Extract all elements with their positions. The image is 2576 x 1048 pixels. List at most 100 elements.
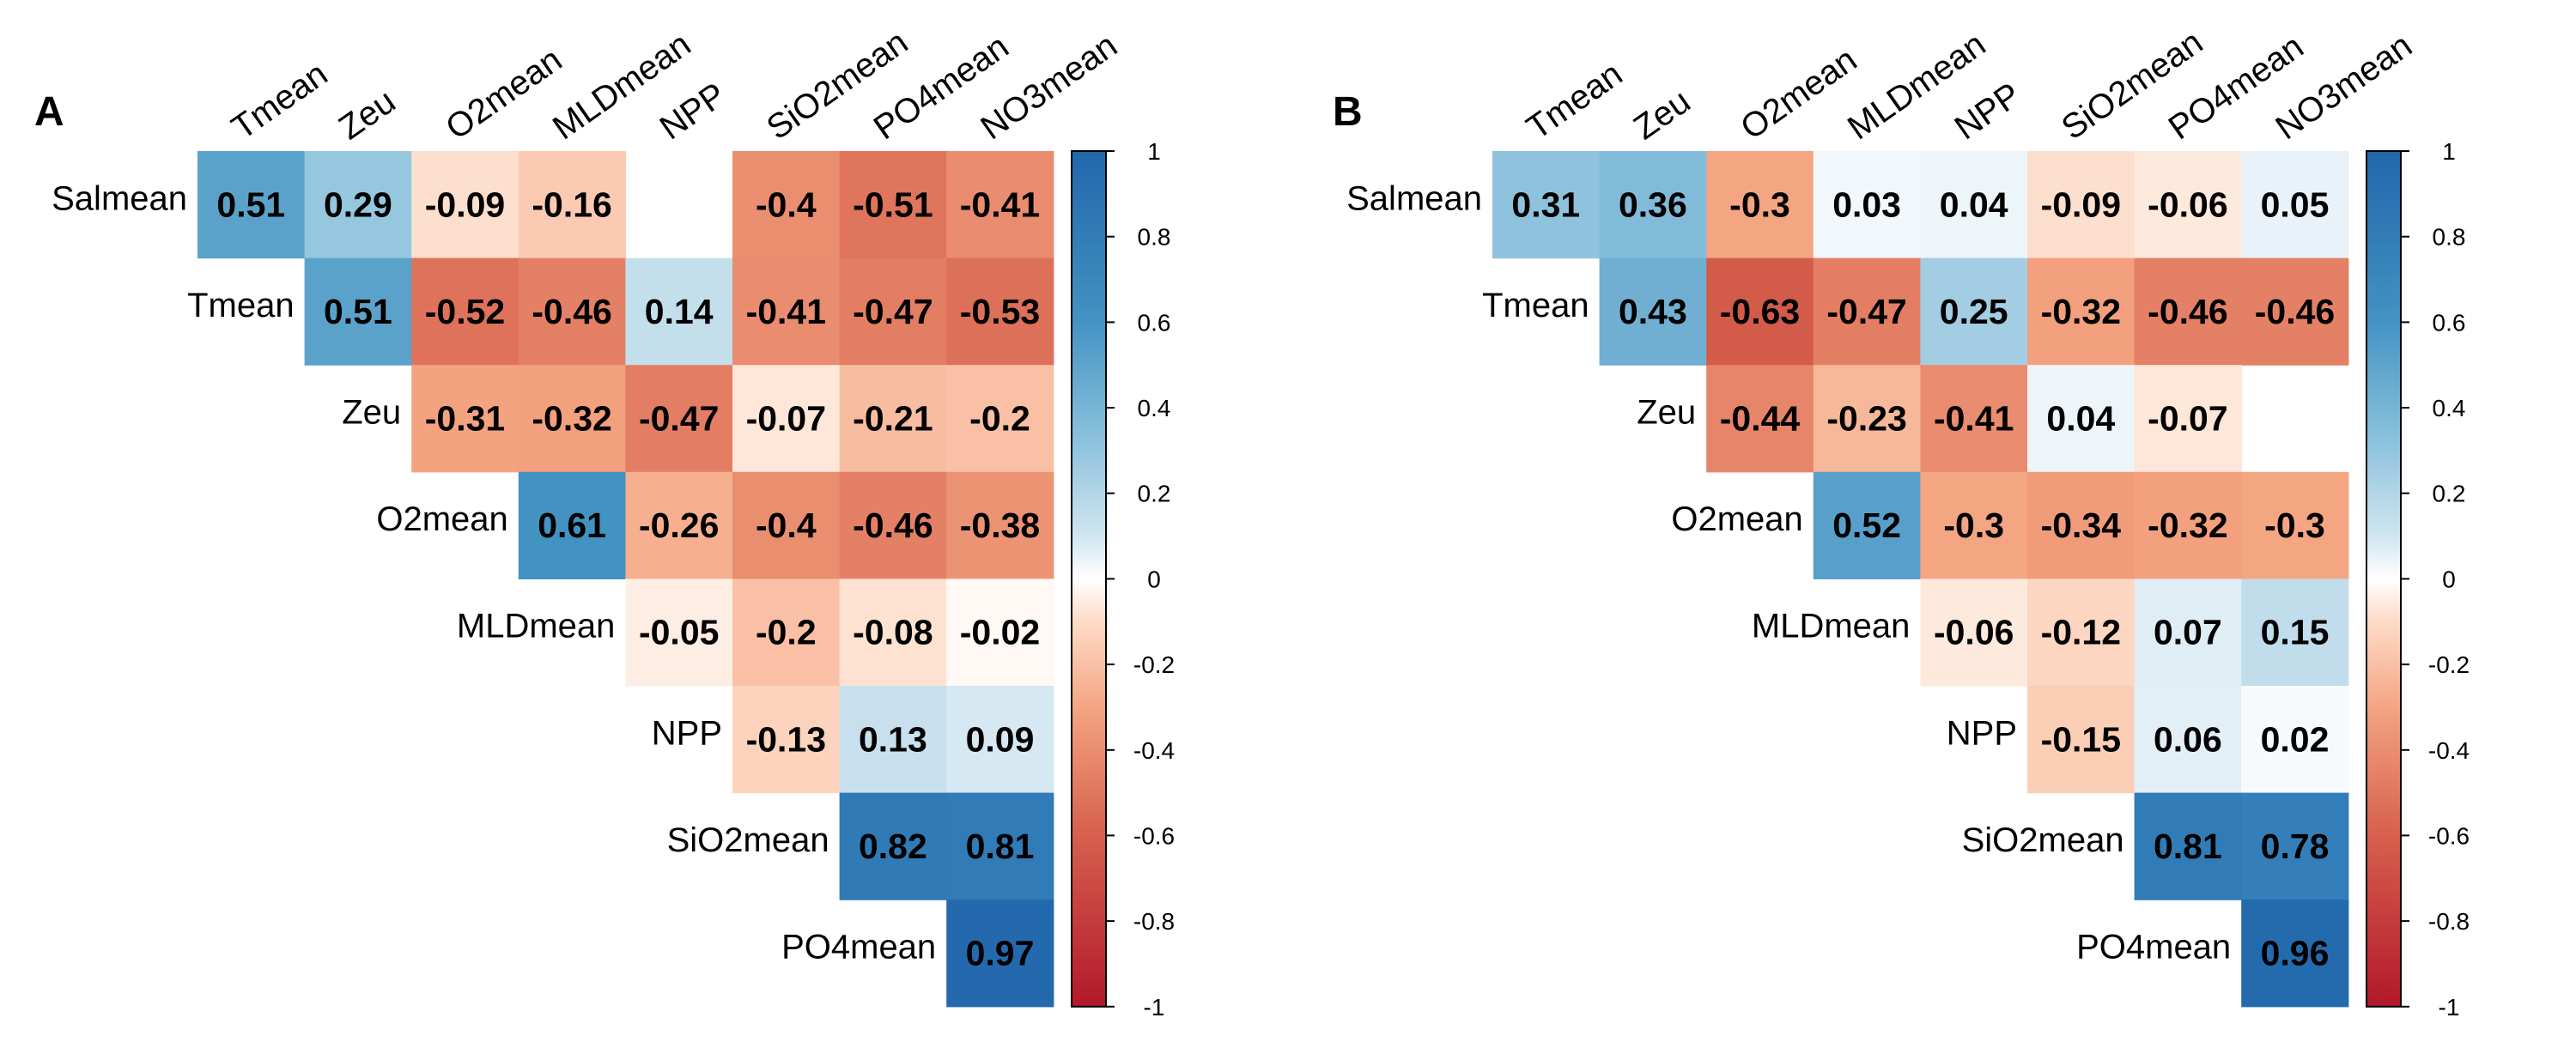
cell-value-label: -0.4 bbox=[756, 506, 817, 545]
cell-value-label: -0.07 bbox=[746, 399, 826, 439]
cell-value-label: -0.38 bbox=[960, 506, 1040, 545]
column-label: Tmean bbox=[225, 55, 334, 147]
column-label: O2mean bbox=[439, 40, 568, 147]
cell-value-label: -0.46 bbox=[532, 292, 611, 331]
panel-a-label: A bbox=[34, 89, 64, 135]
heatmap-cell bbox=[2027, 471, 2136, 579]
column-label: Zeu bbox=[332, 82, 403, 148]
heatmap-cell bbox=[1920, 151, 2028, 259]
colorbar-tick-label: -0.8 bbox=[1133, 908, 1175, 935]
heatmap-cell bbox=[197, 151, 306, 259]
cell-value-label: 0.51 bbox=[324, 292, 392, 331]
cell-value-label: 0.07 bbox=[2154, 613, 2222, 652]
cell-value-label: 0.05 bbox=[2261, 185, 2330, 224]
heatmap-cell bbox=[625, 471, 733, 579]
row-label: NPP bbox=[1947, 714, 2017, 752]
colorbar-tick-label: 0.2 bbox=[1138, 481, 1171, 507]
heatmap-cell bbox=[946, 900, 1054, 1008]
cell-value-label: -0.2 bbox=[969, 399, 1030, 439]
panel-b-label: B bbox=[1333, 89, 1363, 135]
colorbar-tick-label: 0.4 bbox=[1138, 395, 1171, 421]
row-label: PO4mean bbox=[2076, 929, 2231, 966]
column-label: Zeu bbox=[1627, 82, 1698, 148]
colorbar-tick-label: 0.6 bbox=[1138, 309, 1171, 336]
cell-value-label: 0.25 bbox=[1940, 292, 2008, 331]
heatmap-cell bbox=[1813, 471, 1921, 579]
heatmap-cell bbox=[839, 365, 947, 473]
heatmap-cell bbox=[839, 257, 947, 366]
cell-value-label: 0.04 bbox=[2046, 399, 2115, 439]
heatmap-cell bbox=[2241, 900, 2349, 1008]
column-label: O2mean bbox=[1734, 40, 1863, 147]
cell-value-label: -0.41 bbox=[960, 185, 1040, 224]
cell-value-label: 0.43 bbox=[1619, 292, 1687, 331]
cell-value-label: -0.02 bbox=[960, 613, 1040, 652]
cell-value-label: 0.97 bbox=[966, 934, 1035, 973]
cell-value-label: -0.63 bbox=[1720, 292, 1800, 331]
heatmap-cell bbox=[518, 471, 626, 579]
heatmap-cell bbox=[2134, 151, 2242, 259]
colorbar-tick-label: 0.6 bbox=[2433, 309, 2466, 336]
colorbar-tick-label: 0.8 bbox=[2433, 224, 2466, 251]
heatmap-cell bbox=[946, 257, 1054, 366]
heatmap-cell bbox=[2027, 365, 2136, 473]
cell-value-label: -0.16 bbox=[532, 185, 611, 224]
heatmap-cell bbox=[1599, 151, 1707, 259]
heatmap-cell bbox=[1492, 151, 1601, 259]
colorbar-tick-label: 1 bbox=[2442, 138, 2456, 165]
heatmap-cell bbox=[1920, 471, 2028, 579]
colorbar-tick-label: -0.2 bbox=[1133, 651, 1175, 678]
colorbar-tick-label: -0.8 bbox=[2428, 908, 2470, 935]
colorbar-tick-label: -1 bbox=[1144, 994, 1165, 1021]
colorbar-tick-label: -0.4 bbox=[2428, 737, 2470, 764]
cell-value-label: -0.06 bbox=[1934, 613, 2014, 652]
cell-value-label: 0.78 bbox=[2261, 827, 2330, 866]
colorbar-tick-label: -1 bbox=[2439, 994, 2460, 1021]
row-label: Salmean bbox=[1346, 179, 1482, 217]
cell-value-label: -0.23 bbox=[1826, 399, 1906, 439]
colorbar-tick-label: 1 bbox=[1147, 138, 1161, 165]
heatmap-cell bbox=[411, 151, 519, 259]
cell-value-label: -0.3 bbox=[1729, 185, 1790, 224]
row-label: MLDmean bbox=[1752, 608, 1911, 645]
heatmap-cell bbox=[2241, 792, 2349, 900]
cell-value-label: -0.05 bbox=[639, 613, 719, 652]
cell-value-label: 0.96 bbox=[2261, 934, 2330, 973]
heatmap-cell bbox=[1706, 151, 1814, 259]
cell-value-label: 0.03 bbox=[1832, 185, 1901, 224]
heatmap-cell bbox=[2134, 792, 2242, 900]
heatmap-cell bbox=[518, 365, 626, 473]
cell-value-label: 0.04 bbox=[1940, 185, 2008, 224]
heatmap-cell bbox=[946, 365, 1054, 473]
row-label: SiO2mean bbox=[667, 821, 829, 859]
colorbar-tick-label: -0.4 bbox=[1133, 737, 1175, 764]
heatmap-cell bbox=[732, 151, 841, 259]
cell-value-label: 0.36 bbox=[1619, 185, 1687, 224]
cell-value-label: -0.51 bbox=[853, 185, 933, 224]
colorbar-tick-label: 0 bbox=[2442, 566, 2456, 592]
cell-value-label: -0.32 bbox=[2041, 292, 2121, 331]
cell-value-label: -0.46 bbox=[2255, 292, 2335, 331]
cell-value-label: -0.26 bbox=[639, 506, 719, 545]
heatmap-cell bbox=[1813, 151, 1921, 259]
cell-value-label: -0.44 bbox=[1720, 399, 1801, 439]
cell-value-label: 0.15 bbox=[2261, 613, 2330, 652]
heatmap-cell bbox=[2241, 471, 2349, 579]
colorbar bbox=[1071, 150, 1107, 1008]
cell-value-label: -0.09 bbox=[425, 185, 505, 224]
heatmap-cell bbox=[2134, 579, 2242, 687]
heatmap-cell bbox=[732, 579, 841, 687]
cell-value-label: -0.32 bbox=[532, 399, 611, 439]
heatmap-cell bbox=[1706, 257, 1814, 366]
row-label: Tmean bbox=[1482, 287, 1589, 324]
cell-value-label: 0.51 bbox=[216, 185, 285, 224]
cell-value-label: 0.14 bbox=[645, 292, 714, 331]
heatmap-cell bbox=[839, 579, 947, 687]
heatmap-cell bbox=[2027, 686, 2136, 794]
heatmap-cell bbox=[2027, 579, 2136, 687]
heatmap-cell bbox=[1920, 257, 2028, 366]
cell-value-label: -0.46 bbox=[853, 506, 933, 545]
heatmap-cell bbox=[2241, 257, 2349, 366]
cell-value-label: 0.52 bbox=[1832, 506, 1901, 545]
